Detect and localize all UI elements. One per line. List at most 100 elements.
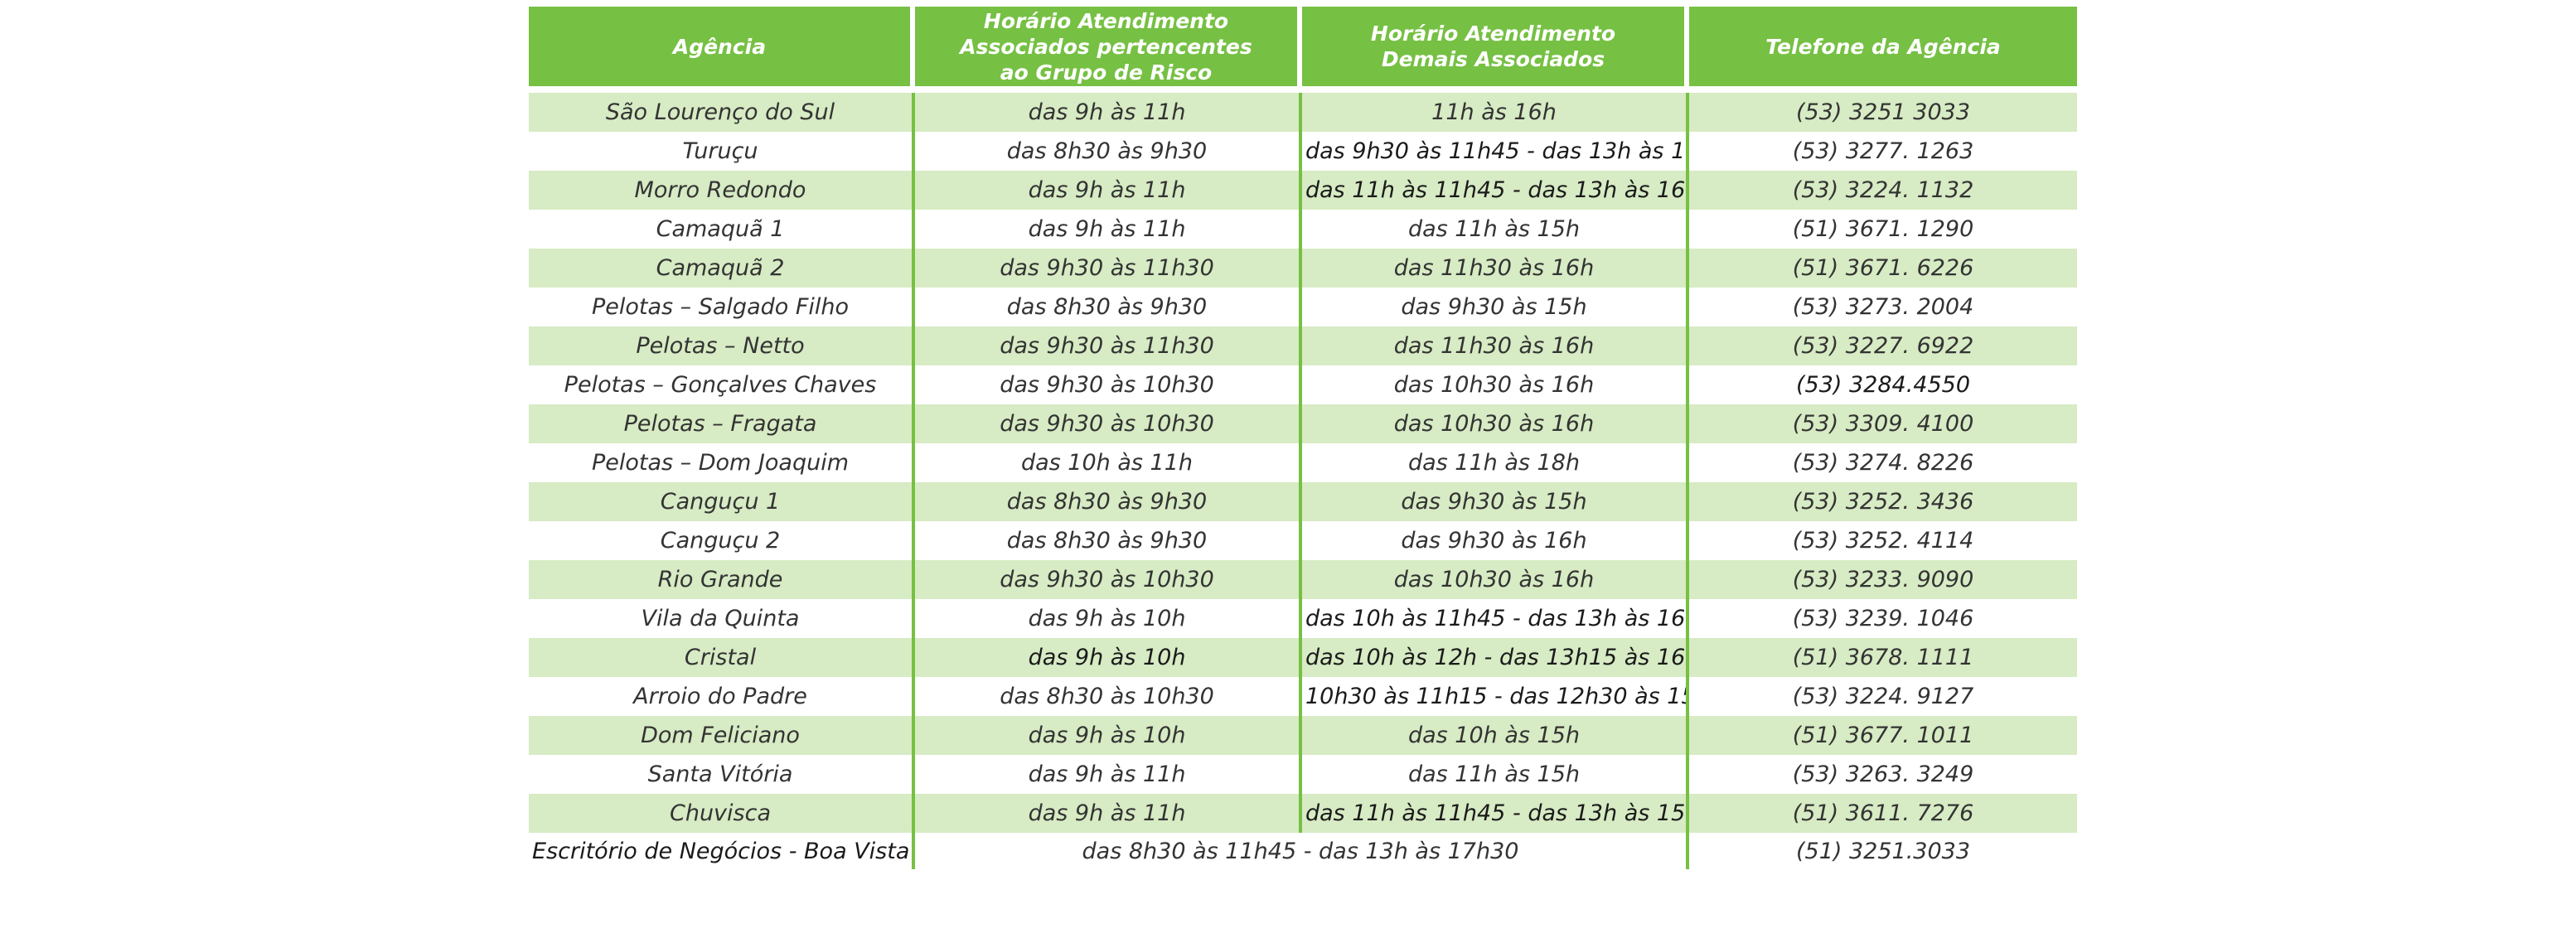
- cell-risk-hours: das 9h30 às 11h30: [915, 326, 1302, 365]
- cell-other-hours: das 11h às 15h: [1302, 210, 1689, 249]
- cell-other-hours: das 10h30 às 16h: [1302, 365, 1689, 404]
- cell-phone: (53) 3251 3033: [1689, 93, 2077, 132]
- header-phone: Telefone da Agência: [1689, 7, 2077, 93]
- header-others-line-1: Horário Atendimento: [1370, 22, 1616, 46]
- cell-risk-hours: das 10h às 11h: [915, 443, 1302, 482]
- cell-phone: (53) 3274. 8226: [1792, 450, 1974, 476]
- cell-other-hours: das 9h30 às 16h: [1302, 521, 1689, 560]
- cell-agency: Morro Redondo: [529, 171, 915, 210]
- cell-agency: Chuvisca: [529, 794, 915, 833]
- cell-risk-hours: das 9h às 11h: [915, 794, 1302, 833]
- cell-other-hours: 11h às 16h: [1302, 93, 1689, 132]
- cell-other-hours: das 9h30 às 11h45 - das 13h às 16h: [1302, 132, 1689, 171]
- cell-other-hours: das 10h às 11h45 - das 13h às 16h: [1302, 599, 1689, 638]
- header-risk-group-hours: Horário Atendimento Associados pertencen…: [915, 7, 1302, 93]
- header-risk-line-2: Associados pertencentes: [960, 34, 1252, 59]
- table-row: Camaquã 2 das 9h30 às 11h30 das 11h30 às…: [529, 249, 2077, 288]
- cell-agency: Pelotas – Salgado Filho: [529, 288, 915, 326]
- cell-risk-hours: das 9h às 10h: [915, 599, 1302, 638]
- table-row: Pelotas – Gonçalves Chaves das 9h30 às 1…: [529, 365, 2077, 404]
- cell-phone: (51) 3671. 1290: [1792, 216, 1974, 242]
- header-risk-line-1: Horário Atendimento: [983, 8, 1229, 33]
- cell-other-hours: das 9h30 às 15h: [1302, 482, 1689, 521]
- table-row: Turuçu das 8h30 às 9h30 das 9h30 às 11h4…: [529, 132, 2077, 171]
- cell-phone: (51) 3677. 1011: [1689, 716, 2077, 755]
- cell-risk-hours: das 9h às 11h: [915, 210, 1302, 249]
- cell-agency: Camaquã 2: [529, 249, 915, 288]
- cell-phone: (53) 3227. 6922: [1689, 326, 2077, 365]
- table-row: Santa Vitória das 9h às 11h das 11h às 1…: [529, 755, 2077, 794]
- table-row: Pelotas – Dom Joaquim das 10h às 11h das…: [529, 443, 2077, 482]
- cell-risk-hours: das 9h às 11h: [915, 755, 1302, 794]
- cell-risk-hours: das 8h30 às 9h30: [915, 482, 1302, 521]
- cell-risk-hours: das 8h30 às 10h30: [915, 677, 1302, 716]
- table-row: Dom Feliciano das 9h às 10h das 10h às 1…: [529, 716, 2077, 755]
- cell-phone: (53) 3252. 3436: [1689, 482, 2077, 521]
- cell-agency: Pelotas – Gonçalves Chaves: [529, 365, 915, 404]
- cell-other-hours: 10h30 às 11h15 - das 12h30 às 15h: [1302, 677, 1689, 716]
- cell-risk-hours: das 9h30 às 10h30: [915, 404, 1302, 443]
- table-row: Pelotas – Fragata das 9h30 às 10h30 das …: [529, 404, 2077, 443]
- header-row: Agência Horário Atendimento Associados p…: [529, 7, 2077, 93]
- cell-risk-hours: das 9h30 às 11h30: [915, 249, 1302, 288]
- cell-agency: Camaquã 1: [529, 210, 915, 249]
- cell-phone: (53) 3224. 1132: [1689, 171, 2077, 210]
- table-row: Canguçu 2 das 8h30 às 9h30 das 9h30 às 1…: [529, 521, 2077, 560]
- cell-other-hours: das 10h às 12h - das 13h15 às 16h: [1302, 638, 1689, 677]
- table-row: Chuvisca das 9h às 11h das 11h às 11h45 …: [529, 794, 2077, 833]
- header-others-line-2: Demais Associados: [1381, 47, 1605, 71]
- cell-agency: Turuçu: [529, 132, 915, 171]
- cell-other-hours: das 10h30 às 16h: [1302, 404, 1689, 443]
- cell-agency: Pelotas – Netto: [529, 326, 915, 365]
- cell-other-hours: das 11h30 às 16h: [1302, 326, 1689, 365]
- table-row: Arroio do Padre das 8h30 às 10h30 10h30 …: [529, 677, 2077, 716]
- table-row: Canguçu 1 das 8h30 às 9h30 das 9h30 às 1…: [529, 482, 2077, 521]
- schedule-table-container: Agência Horário Atendimento Associados p…: [529, 7, 2077, 869]
- header-phone-label: Telefone da Agência: [1765, 34, 2001, 59]
- cell-agency: São Lourenço do Sul: [529, 93, 915, 132]
- table-row: Pelotas – Netto das 9h30 às 11h30 das 11…: [529, 326, 2077, 365]
- cell-agency: Cristal: [529, 638, 915, 677]
- cell-risk-hours: das 8h30 às 9h30: [915, 521, 1302, 560]
- cell-agency: Escritório de Negócios - Boa Vista: [529, 833, 915, 869]
- cell-agency: Santa Vitória: [529, 755, 915, 794]
- cell-other-hours: das 11h às 11h45 - das 13h às 16h: [1302, 171, 1689, 210]
- cell-agency: Pelotas – Dom Joaquim: [529, 443, 915, 482]
- header-agency-label: Agência: [672, 34, 767, 59]
- cell-phone: (51) 3678. 1111: [1689, 638, 2077, 677]
- cell-agency: Rio Grande: [529, 560, 915, 599]
- cell-other-hours: das 11h às 15h: [1302, 755, 1689, 794]
- cell-risk-hours: das 9h às 10h: [915, 638, 1302, 677]
- cell-agency: Pelotas – Fragata: [529, 404, 915, 443]
- cell-risk-hours: das 9h às 11h: [915, 171, 1302, 210]
- table-row: Vila da Quinta das 9h às 10h das 10h às …: [529, 599, 2077, 638]
- table-header: Agência Horário Atendimento Associados p…: [529, 7, 2077, 93]
- cell-phone: (53) 3252. 4114: [1792, 528, 1974, 554]
- table-row-business-office: Escritório de Negócios - Boa Vista das 8…: [529, 833, 2077, 869]
- cell-phone: (53) 3263. 3249: [1792, 762, 1974, 787]
- table-row: Pelotas – Salgado Filho das 8h30 às 9h30…: [529, 288, 2077, 326]
- cell-other-hours: das 10h30 às 16h: [1302, 560, 1689, 599]
- cell-other-hours: das 9h30 às 15h: [1302, 288, 1689, 326]
- table-row: Morro Redondo das 9h às 11h das 11h às 1…: [529, 171, 2077, 210]
- cell-phone: (53) 3277. 1263: [1792, 138, 1974, 164]
- cell-risk-hours: das 8h30 às 9h30: [915, 288, 1302, 326]
- cell-phone: (53) 3233. 9090: [1689, 560, 2077, 599]
- cell-phone: (53) 3224. 9127: [1792, 684, 1974, 709]
- cell-agency: Vila da Quinta: [529, 599, 915, 638]
- cell-risk-hours: das 9h30 às 10h30: [915, 560, 1302, 599]
- header-agency: Agência: [529, 7, 915, 93]
- header-risk-line-3: ao Grupo de Risco: [1000, 60, 1213, 85]
- table-row: Rio Grande das 9h30 às 10h30 das 10h30 à…: [529, 560, 2077, 599]
- cell-other-hours: das 11h às 18h: [1302, 443, 1689, 482]
- table-body: São Lourenço do Sul das 9h às 11h 11h às…: [529, 93, 2077, 869]
- table-row: Camaquã 1 das 9h às 11h das 11h às 15h (…: [529, 210, 2077, 249]
- table-row: Cristal das 9h às 10h das 10h às 12h - d…: [529, 638, 2077, 677]
- cell-phone: (53) 3284.4550: [1795, 372, 1970, 398]
- cell-agency: Dom Feliciano: [529, 716, 915, 755]
- cell-phone: (53) 3309. 4100: [1689, 404, 2077, 443]
- cell-merged-hours: das 8h30 às 11h45 - das 13h às 17h30: [915, 833, 1689, 869]
- cell-risk-hours: das 9h às 11h: [915, 93, 1302, 132]
- cell-other-hours: das 11h30 às 16h: [1302, 249, 1689, 288]
- cell-phone: (53) 3273. 2004: [1792, 294, 1974, 320]
